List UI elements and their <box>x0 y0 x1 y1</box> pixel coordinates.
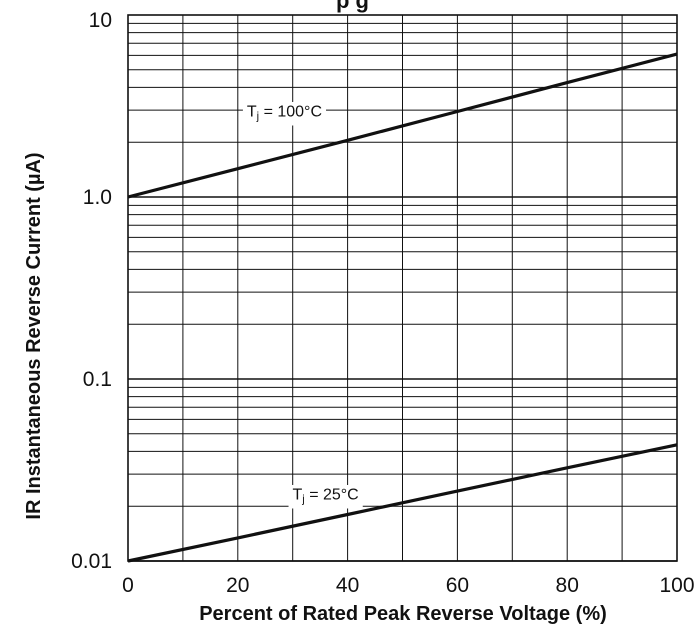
svg-text:Tj = 100°C: Tj = 100°C <box>247 103 322 123</box>
series-lines <box>127 52 678 563</box>
y-tick-label: 10 <box>89 9 112 32</box>
x-tick-label: 0 <box>122 574 134 597</box>
series-line-tj-100c <box>127 52 678 199</box>
series-line-tj-25c <box>127 443 678 563</box>
x-tick-label: 80 <box>556 574 579 597</box>
curve-labels: Tj = 100°C Tj = 25°C <box>242 101 363 509</box>
tick-labels: 0 20 40 60 80 100 0.01 0.1 1.0 10 <box>71 9 694 597</box>
x-tick-label: 100 <box>659 574 694 597</box>
svg-text:Tj = 25°C: Tj = 25°C <box>293 486 359 506</box>
x-axis-title: Percent of Rated Peak Reverse Voltage (%… <box>199 603 607 625</box>
y-tick-label: 0.1 <box>83 368 112 391</box>
grid <box>127 14 678 562</box>
x-tick-label: 40 <box>336 574 359 597</box>
chart-title-fragment: p g <box>336 0 369 13</box>
y-tick-label: 0.01 <box>71 550 112 573</box>
plot-frame <box>127 14 678 562</box>
y-axis-title: IR Instantaneous Reverse Current (µA) <box>23 152 45 519</box>
curve-label-tj-100c: Tj = 100°C <box>242 101 327 126</box>
y-tick-label: 1.0 <box>83 186 112 209</box>
x-tick-label: 20 <box>226 574 249 597</box>
x-tick-label: 60 <box>446 574 469 597</box>
curve-label-tj-25c: Tj = 25°C <box>288 484 363 509</box>
